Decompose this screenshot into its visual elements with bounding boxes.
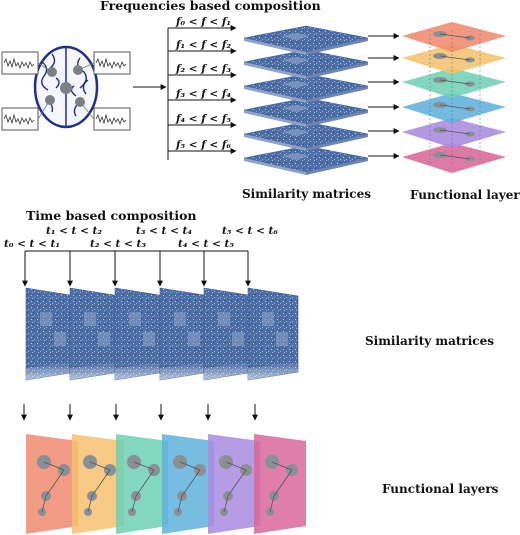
signal-connectors — [37, 62, 95, 120]
functional-layer — [402, 143, 506, 173]
time-range-label: t₄ < t < t₅ — [178, 238, 234, 250]
similarity-matrix — [247, 287, 299, 381]
time-range-label: t₃ < t < t₄ — [136, 225, 192, 237]
similarity-matrix — [243, 25, 369, 55]
frequency-range-arrows: f₀ < f < f₁ f₁ < f < f₂ f₂ < f < f₃ f₃ < f … — [168, 16, 237, 154]
frequency-range-label: f₀ < f < f₁ — [175, 16, 231, 28]
matrix-to-layer-arrows-time — [21, 404, 258, 421]
time-section-title: Time based composition — [26, 208, 197, 223]
frequency-range-label: f₄ < f < f₅ — [175, 113, 231, 125]
time-range-label: t₀ < t < t₁ — [4, 238, 60, 250]
similarity-matrix — [69, 287, 121, 381]
time-range-ticks — [22, 251, 251, 287]
signal-box-top-right — [93, 51, 131, 75]
brain-icon — [33, 45, 99, 129]
functional-layer — [402, 93, 506, 123]
time-range-label: t₁ < t < t₂ — [46, 225, 102, 237]
similarity-matrix — [159, 287, 211, 381]
frequency-range-label: f₂ < f < f₃ — [175, 63, 231, 75]
similarity-matrix — [114, 287, 166, 381]
time-similarity-matrices — [25, 287, 299, 381]
functional-layer — [208, 434, 260, 534]
frequency-range-label: f₃ < f < f₄ — [175, 88, 231, 100]
similarity-matrix — [243, 73, 369, 103]
functional-layer — [26, 434, 78, 534]
similarity-matrix — [243, 145, 369, 175]
time-layers-label: Functional layers — [382, 482, 499, 496]
similarity-matrix — [243, 97, 369, 127]
frequency-similarity-matrices — [243, 25, 369, 175]
similarity-matrix — [243, 49, 369, 79]
frequency-similarity-label: Similarity matrices — [242, 187, 371, 201]
frequency-range-label: f₁ < f < f₂ — [175, 39, 231, 51]
functional-layer — [402, 22, 506, 52]
frequency-layers-label: Functional layers — [410, 188, 520, 202]
functional-layer — [116, 434, 168, 534]
time-range-label: t₅ < t < t₆ — [222, 225, 278, 237]
time-functional-layers — [26, 434, 306, 534]
similarity-matrix — [243, 121, 369, 151]
signal-box-bottom-right — [93, 107, 131, 131]
frequency-functional-layers — [402, 22, 506, 173]
signal-box-bottom-left — [1, 107, 39, 131]
functional-layer — [402, 118, 506, 148]
matrix-to-layer-arrows — [368, 33, 400, 159]
time-range-label: t₂ < t < t₃ — [90, 238, 146, 250]
signal-box-top-left — [1, 51, 39, 75]
similarity-matrix — [203, 287, 255, 381]
frequency-range-label: f₅ < f < f₆ — [175, 139, 231, 151]
time-similarity-label: Similarity matrices — [365, 334, 494, 348]
functional-layer — [72, 434, 124, 534]
frequency-section-title: Frequencies based composition — [100, 0, 321, 13]
functional-layer — [162, 434, 214, 534]
functional-layer — [254, 434, 306, 534]
similarity-matrix — [25, 287, 77, 381]
